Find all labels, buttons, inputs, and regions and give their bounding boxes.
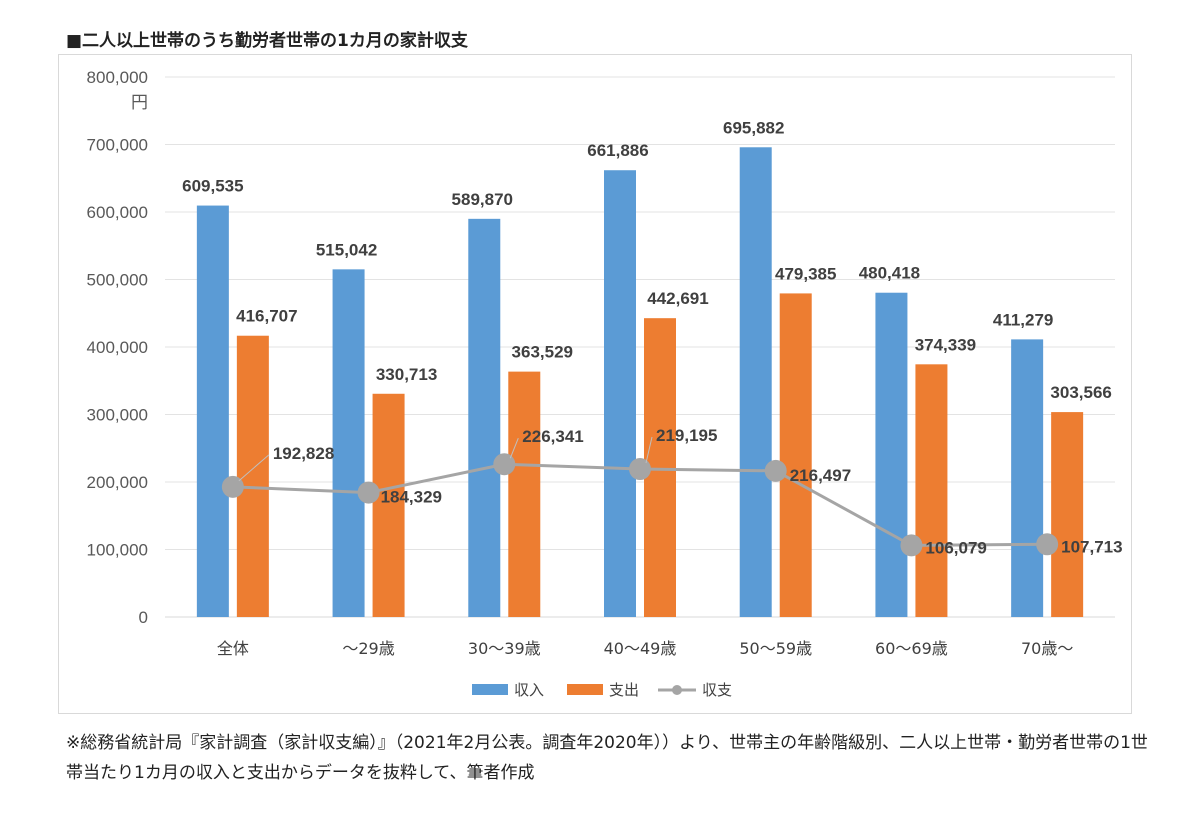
data-label-income: 515,042	[316, 240, 377, 259]
data-label-expense: 442,691	[647, 289, 708, 308]
data-label-income: 695,882	[723, 118, 784, 137]
leader-line	[238, 454, 270, 482]
point-balance	[900, 534, 923, 557]
bar-expense	[915, 364, 948, 617]
point-balance	[1036, 533, 1059, 556]
y-tick-label: 600,000	[87, 203, 148, 222]
bar-income	[196, 205, 229, 617]
x-tick-label: 30～39歳	[468, 639, 541, 658]
point-balance	[357, 481, 380, 504]
y-tick-label: 700,000	[87, 136, 148, 155]
bar-income	[739, 147, 772, 617]
x-tick-label: 40～49歳	[604, 639, 677, 658]
leader-line	[509, 438, 519, 459]
data-label-balance: 219,195	[656, 426, 717, 445]
bar-income	[468, 218, 501, 617]
data-label-balance: 107,713	[1061, 537, 1122, 556]
data-label-income: 480,418	[859, 264, 920, 283]
data-label-expense: 330,713	[376, 365, 437, 384]
legend-swatch-income	[472, 684, 508, 695]
y-tick-label: 400,000	[87, 338, 148, 357]
y-tick-label: 200,000	[87, 473, 148, 492]
bar-expense	[372, 393, 405, 617]
point-balance	[629, 458, 651, 481]
data-label-balance: 216,497	[790, 466, 851, 485]
y-tick-label: 300,000	[87, 406, 148, 425]
point-balance	[493, 453, 516, 476]
bar-expense	[1051, 412, 1084, 617]
x-tick-label: 全体	[217, 639, 249, 658]
data-label-expense: 416,707	[236, 307, 297, 326]
data-label-expense: 374,339	[915, 335, 976, 354]
x-tick-label: 60～69歳	[875, 639, 948, 658]
bar-income	[332, 269, 365, 617]
data-label-income: 661,886	[587, 141, 648, 160]
x-tick-label: ～29歳	[342, 639, 394, 658]
leader-line	[645, 436, 653, 464]
chart-title: ■二人以上世帯のうち勤労者世帯の1カ月の家計収支	[66, 31, 468, 51]
legend-label-income: 収入	[514, 681, 544, 699]
y-tick-label: 800,000	[87, 68, 148, 87]
bar-expense	[508, 371, 541, 617]
bar-income	[875, 292, 908, 617]
bar-income	[1011, 339, 1044, 617]
y-tick-label: 100,000	[87, 541, 148, 560]
data-label-income: 589,870	[452, 190, 513, 209]
legend-swatch-balance-point	[672, 685, 682, 695]
data-label-income: 411,279	[993, 310, 1054, 329]
data-label-balance: 226,341	[522, 427, 583, 446]
data-label-expense: 479,385	[775, 264, 836, 283]
data-label-expense: 363,529	[512, 343, 573, 362]
source-note: ※総務省統計局『家計調査（家計収支編）』（2021年2月公表。調査年2020年）…	[66, 733, 1148, 783]
x-tick-label: 50～59歳	[739, 639, 812, 658]
y-tick-label: 0	[139, 608, 148, 627]
bar-expense	[236, 335, 269, 617]
y-tick-label: 500,000	[87, 271, 148, 290]
x-tick-label: 70歳～	[1021, 639, 1073, 658]
data-label-income: 609,535	[182, 177, 243, 196]
legend-swatch-expense	[567, 684, 603, 695]
legend-label-balance: 収支	[702, 681, 732, 699]
y-unit-label: 円	[131, 93, 148, 112]
data-label-balance: 184,329	[381, 488, 442, 507]
bar-expense	[779, 293, 812, 617]
bar-income	[604, 170, 636, 618]
data-label-balance: 106,079	[925, 538, 986, 557]
point-balance	[221, 475, 244, 498]
legend-label-expense: 支出	[609, 681, 639, 699]
data-label-expense: 303,566	[1050, 383, 1111, 402]
point-balance	[764, 459, 787, 482]
data-label-balance: 192,828	[273, 444, 334, 463]
